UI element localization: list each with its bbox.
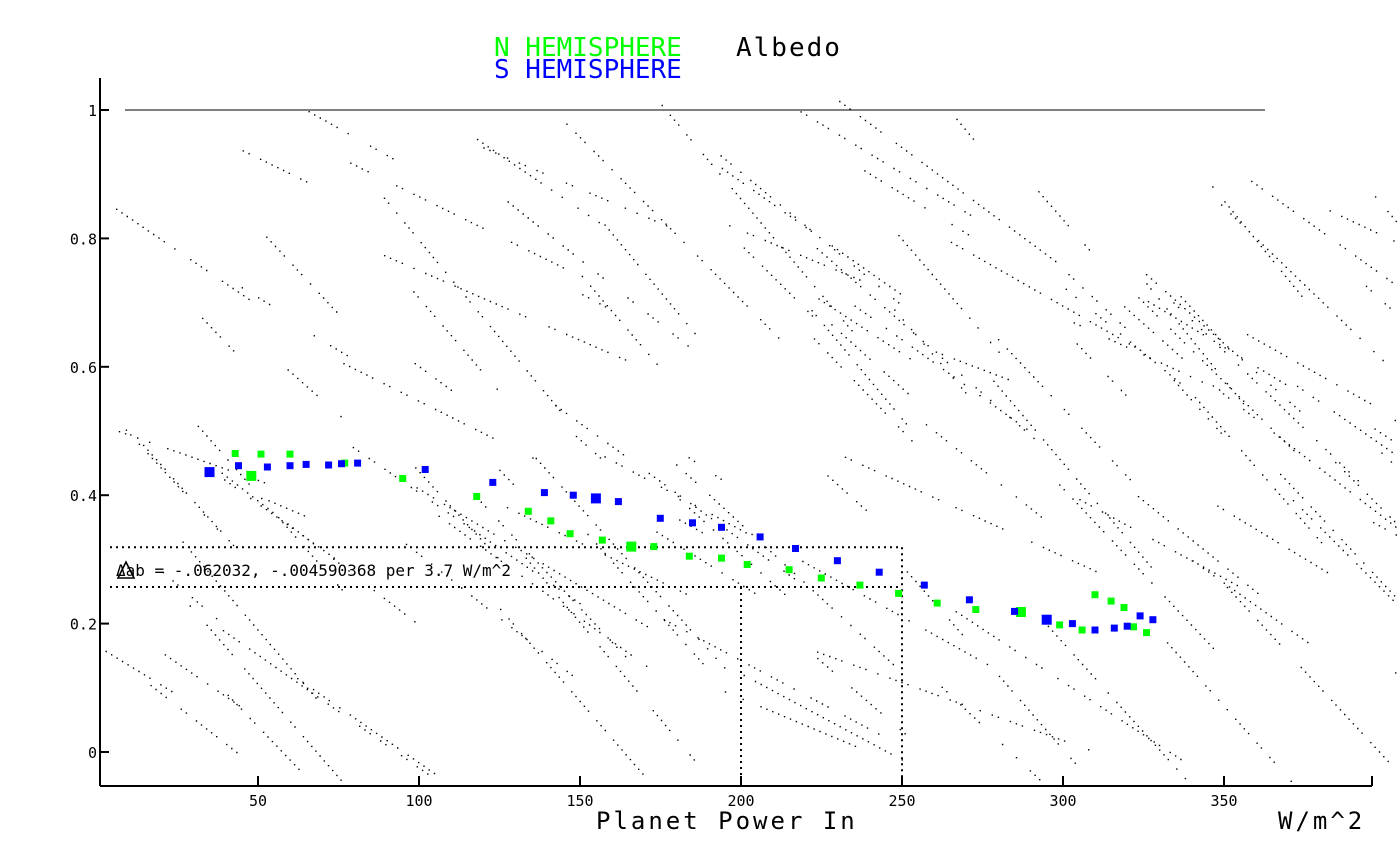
data-point bbox=[569, 491, 577, 499]
data-point bbox=[718, 523, 725, 531]
x-tick-label: 200 bbox=[727, 792, 754, 810]
data-point bbox=[590, 493, 601, 504]
y-axis-ticks: 0 0.2 0.4 0.6 0.8 1 bbox=[70, 102, 109, 762]
data-point bbox=[421, 466, 429, 473]
data-point bbox=[547, 517, 555, 525]
y-tick-label: 0 bbox=[88, 744, 97, 762]
y-tick-label: 0.8 bbox=[70, 230, 97, 248]
data-point bbox=[1015, 607, 1026, 617]
data-point bbox=[972, 606, 980, 613]
legend-n-hemisphere: N HEMISPHERE bbox=[494, 33, 682, 63]
data-point bbox=[524, 507, 532, 515]
data-point bbox=[1056, 621, 1064, 629]
data-point bbox=[1041, 614, 1052, 625]
data-point bbox=[235, 462, 242, 470]
data-point bbox=[1068, 620, 1076, 628]
axes bbox=[99, 78, 1373, 787]
data-point bbox=[895, 589, 903, 597]
x-tick-label: 300 bbox=[1049, 792, 1076, 810]
data-point bbox=[1149, 616, 1157, 624]
data-point bbox=[338, 460, 345, 468]
data-point bbox=[263, 463, 271, 471]
data-point bbox=[920, 581, 928, 589]
data-point bbox=[1110, 624, 1118, 632]
x-tick-label: 350 bbox=[1210, 792, 1237, 810]
data-point bbox=[566, 530, 574, 538]
data-point bbox=[302, 460, 310, 468]
x-tick-label: 250 bbox=[888, 792, 915, 810]
x-axis-title: Planet Power In bbox=[596, 807, 858, 835]
series-s-hemisphere bbox=[204, 459, 1157, 634]
data-point bbox=[1091, 591, 1099, 599]
data-point bbox=[792, 545, 799, 552]
background-contour-marks bbox=[105, 100, 1397, 783]
legend-s-hemisphere: S HEMISPHERE bbox=[494, 55, 682, 85]
data-point bbox=[933, 599, 941, 607]
reference-lines bbox=[110, 109, 1265, 786]
data-point bbox=[875, 568, 883, 576]
data-point bbox=[598, 536, 606, 544]
data-point bbox=[785, 566, 793, 574]
data-series bbox=[204, 450, 1157, 637]
data-point bbox=[614, 498, 622, 506]
data-point bbox=[1091, 626, 1099, 634]
x-tick-label: 50 bbox=[249, 792, 267, 810]
data-point bbox=[965, 596, 973, 604]
background-dots bbox=[105, 100, 1397, 783]
x-tick-label: 150 bbox=[566, 792, 593, 810]
data-point bbox=[817, 574, 825, 582]
y-tick-label: 0.4 bbox=[70, 487, 97, 505]
data-point bbox=[1107, 597, 1115, 605]
delta-symbol bbox=[116, 560, 136, 579]
data-point bbox=[833, 557, 841, 565]
data-point bbox=[718, 554, 725, 562]
data-point bbox=[1011, 607, 1018, 615]
data-point bbox=[257, 450, 265, 458]
data-point bbox=[685, 552, 693, 560]
data-point bbox=[1136, 612, 1144, 620]
data-point bbox=[540, 489, 548, 497]
y-tick-label: 0.6 bbox=[70, 359, 97, 377]
x-tick-label: 100 bbox=[405, 792, 432, 810]
data-point bbox=[1123, 622, 1131, 630]
data-point bbox=[626, 541, 637, 552]
data-point bbox=[246, 470, 257, 481]
data-point bbox=[489, 478, 497, 486]
data-point bbox=[204, 467, 215, 478]
chart-title: Albedo bbox=[736, 33, 842, 63]
data-point bbox=[286, 450, 294, 458]
data-point bbox=[856, 581, 864, 589]
data-point bbox=[325, 461, 333, 469]
x-axis-unit: W/m^2 bbox=[1278, 807, 1365, 835]
data-point bbox=[1143, 629, 1150, 637]
data-point bbox=[689, 519, 696, 527]
x-axis-ticks: 50 100 150 200 250 300 350 bbox=[249, 776, 1238, 810]
data-point bbox=[473, 493, 481, 500]
data-point bbox=[650, 543, 658, 551]
data-point bbox=[286, 462, 294, 470]
y-tick-label: 1 bbox=[88, 102, 97, 120]
y-tick-label: 0.2 bbox=[70, 616, 97, 634]
data-point bbox=[1130, 623, 1138, 631]
data-point bbox=[743, 561, 751, 568]
data-point bbox=[656, 514, 664, 522]
data-point bbox=[1120, 604, 1128, 611]
data-point bbox=[756, 533, 764, 541]
data-point bbox=[1078, 626, 1086, 634]
delta-annotation: Δab = -.062032, -.004590368 per 3.7 W/m^… bbox=[116, 561, 511, 580]
data-point bbox=[399, 475, 407, 482]
data-point bbox=[231, 450, 239, 457]
data-point bbox=[354, 459, 362, 467]
